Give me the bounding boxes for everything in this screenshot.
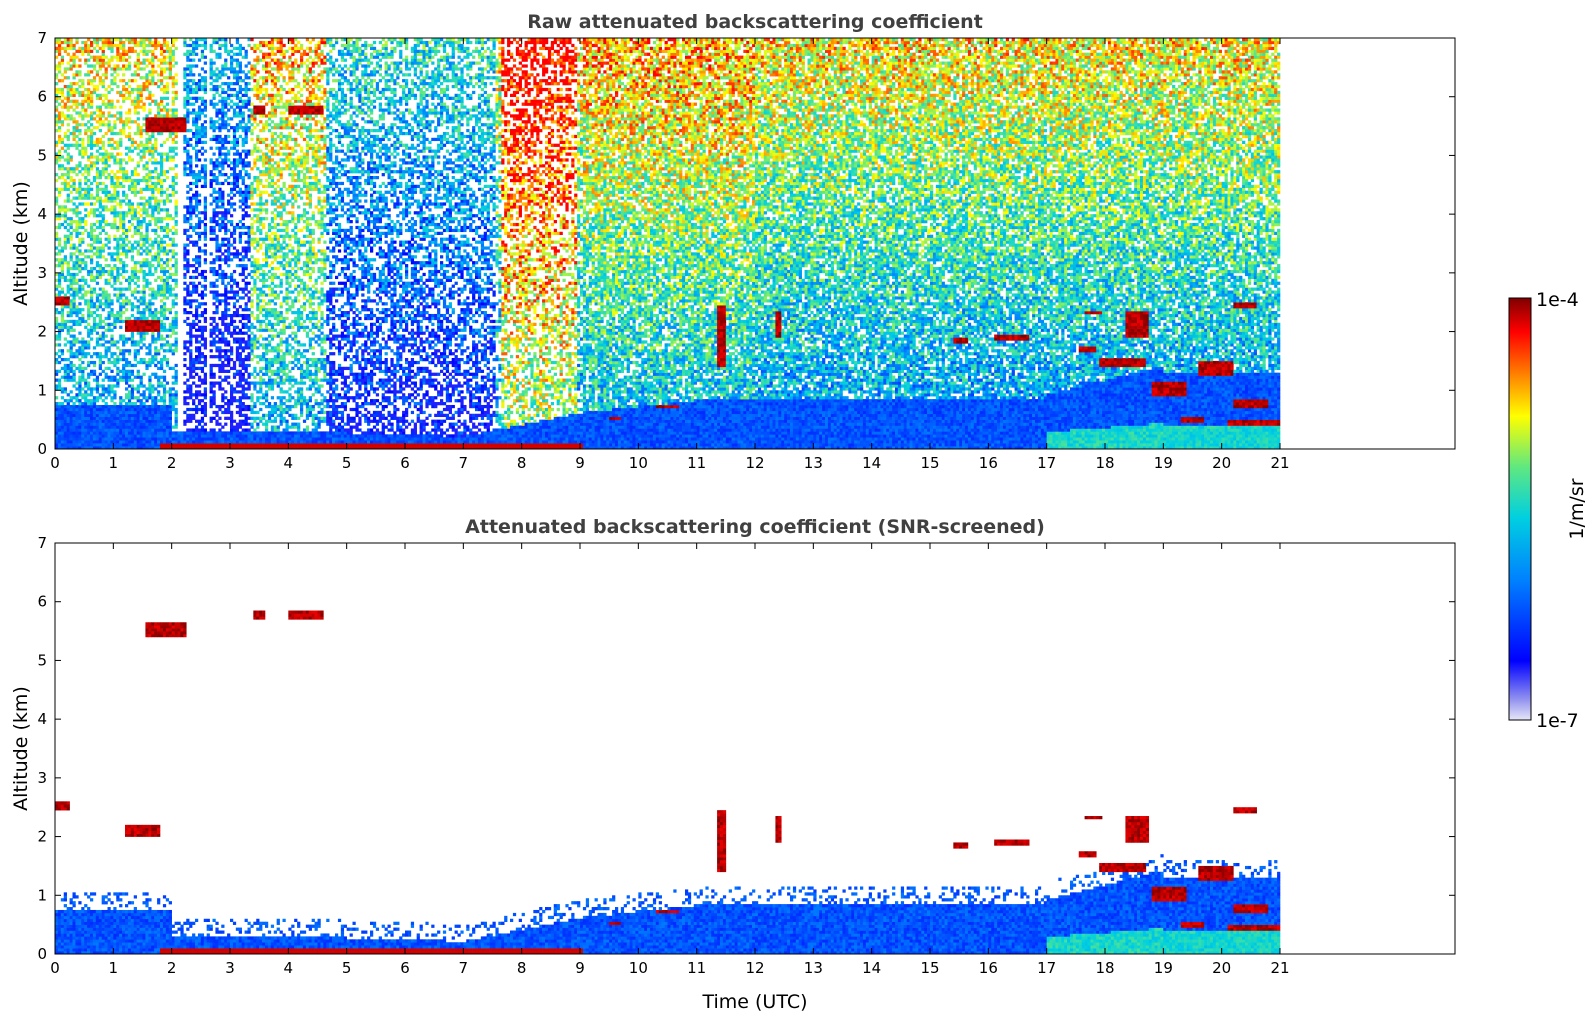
y-tick-label: 1 [37,381,47,399]
x-tick-label: 21 [1270,959,1289,977]
y-tick-label: 4 [37,710,47,728]
x-tick-label: 2 [167,454,177,472]
x-tick-label: 17 [1037,454,1056,472]
screened-panel-title: Attenuated backscattering coefficient (S… [465,516,1045,538]
y-tick-label: 6 [37,593,47,611]
x-tick-label: 19 [1154,959,1173,977]
x-tick-label: 7 [459,454,469,472]
x-tick-label: 6 [400,959,410,977]
x-tick-label: 18 [1095,454,1114,472]
x-tick-label: 4 [284,454,294,472]
colorbar-min-label: 1e-7 [1536,710,1579,732]
raw-panel-title: Raw attenuated backscattering coefficien… [527,11,983,33]
x-tick-label: 15 [920,959,939,977]
x-tick-label: 11 [687,454,706,472]
x-tick-label: 3 [225,959,235,977]
x-tick-label: 16 [979,959,998,977]
colorbar: 1e-4 1e-7 1/m/sr [1508,289,1588,732]
screened-x-ticks: 0 1 2 3 4 5 6 7 8 9 10 11 12 13 14 15 16 17 18 19 20 21 [50,543,1290,977]
y-tick-label: 5 [37,146,47,164]
x-tick-label: 8 [517,959,527,977]
x-tick-label: 7 [459,959,469,977]
x-tick-label: 1 [109,454,119,472]
raw-x-ticks: 0 1 2 3 4 5 6 7 8 9 10 11 12 13 14 15 16 17 18 19 20 21 [50,38,1290,472]
x-tick-label: 3 [225,454,235,472]
x-tick-label: 4 [284,959,294,977]
y-tick-label: 0 [37,945,47,963]
screened-backscatter-panel: Attenuated backscattering coefficient (S… [10,516,1456,1013]
colorbar-unit-label: 1/m/sr [1566,478,1588,539]
colorbar-max-label: 1e-4 [1536,289,1579,311]
y-tick-label: 6 [37,88,47,106]
x-tick-label: 21 [1270,454,1289,472]
x-tick-label: 14 [862,959,881,977]
colorbar-gradient [1508,297,1532,721]
x-tick-label: 9 [575,959,585,977]
screened-y-axis-label: Altitude (km) [10,686,32,811]
x-tick-label: 12 [745,959,764,977]
y-tick-label: 2 [37,828,47,846]
x-tick-label: 11 [687,959,706,977]
y-tick-label: 3 [37,264,47,282]
raw-backscatter-image [55,38,1281,449]
x-tick-label: 2 [167,959,177,977]
x-tick-label: 6 [400,454,410,472]
x-tick-label: 10 [629,959,648,977]
y-tick-label: 4 [37,205,47,223]
y-tick-label: 1 [37,886,47,904]
x-tick-label: 19 [1154,454,1173,472]
x-axis-label: Time (UTC) [701,991,807,1013]
screened-backscatter-image [55,610,1281,954]
x-tick-label: 1 [109,959,119,977]
x-tick-label: 9 [575,454,585,472]
y-tick-label: 0 [37,440,47,458]
x-tick-label: 0 [50,959,60,977]
x-tick-label: 13 [804,959,823,977]
x-tick-label: 20 [1212,959,1231,977]
y-tick-label: 5 [37,651,47,669]
x-tick-label: 0 [50,454,60,472]
raw-y-ticks: 0 1 2 3 4 5 6 7 [37,29,1455,458]
x-tick-label: 5 [342,959,352,977]
x-tick-label: 5 [342,454,352,472]
y-tick-label: 2 [37,323,47,341]
screened-y-ticks: 0 1 2 3 4 5 6 7 [37,534,1455,963]
x-tick-label: 8 [517,454,527,472]
x-tick-label: 12 [745,454,764,472]
raw-y-axis-label: Altitude (km) [10,181,32,306]
raw-backscatter-panel: Raw attenuated backscattering coefficien… [10,11,1456,472]
x-tick-label: 18 [1095,959,1114,977]
x-tick-label: 10 [629,454,648,472]
x-tick-label: 13 [804,454,823,472]
y-tick-label: 3 [37,769,47,787]
x-tick-label: 20 [1212,454,1231,472]
x-tick-label: 14 [862,454,881,472]
x-tick-label: 15 [920,454,939,472]
x-tick-label: 17 [1037,959,1056,977]
y-tick-label: 7 [37,29,47,47]
x-tick-label: 16 [979,454,998,472]
y-tick-label: 7 [37,534,47,552]
